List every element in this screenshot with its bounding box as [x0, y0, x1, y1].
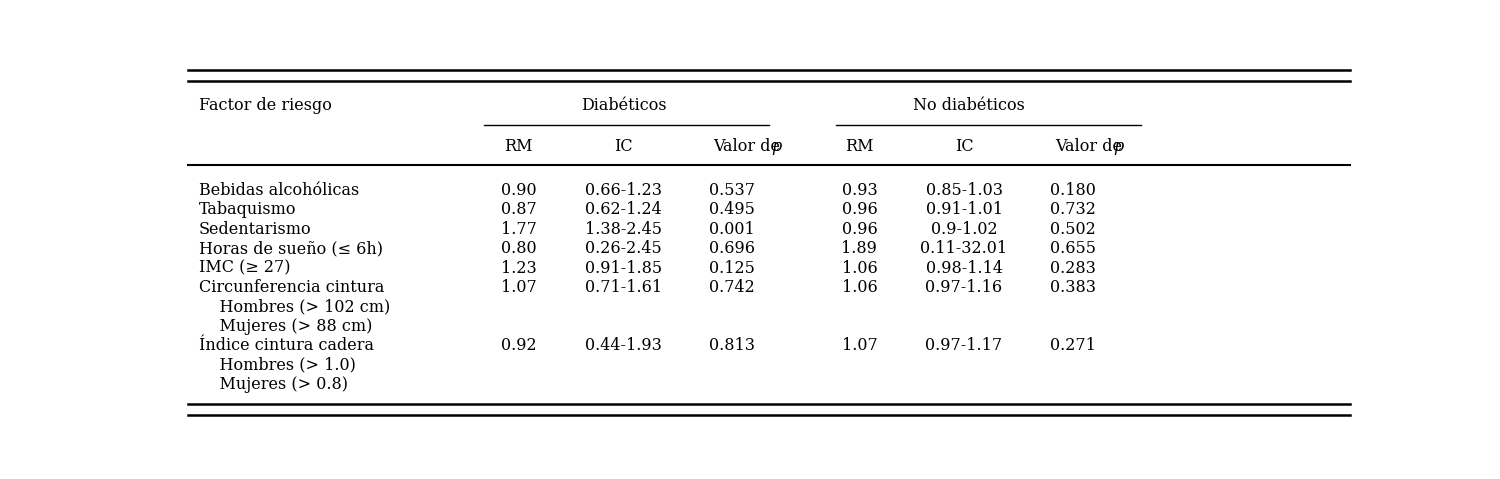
Text: 0.696: 0.696 — [708, 240, 754, 257]
Text: 0.90: 0.90 — [501, 182, 537, 199]
Text: 0.80: 0.80 — [501, 240, 537, 257]
Text: 1.06: 1.06 — [842, 260, 878, 276]
Text: 1.77: 1.77 — [501, 221, 537, 238]
Text: 0.655: 0.655 — [1050, 240, 1096, 257]
Text: 0.87: 0.87 — [501, 201, 537, 218]
Text: 0.383: 0.383 — [1050, 279, 1096, 296]
Text: 0.537: 0.537 — [708, 182, 754, 199]
Text: 0.91-1.01: 0.91-1.01 — [926, 201, 1002, 218]
Text: 1.89: 1.89 — [842, 240, 878, 257]
Text: p: p — [771, 138, 782, 155]
Text: RM: RM — [844, 138, 873, 155]
Text: Mujeres (> 88 cm): Mujeres (> 88 cm) — [200, 318, 372, 335]
Text: 0.283: 0.283 — [1050, 260, 1096, 276]
Text: Valor de: Valor de — [712, 138, 784, 155]
Text: 0.93: 0.93 — [842, 182, 878, 199]
Text: Diabéticos: Diabéticos — [580, 97, 666, 114]
Text: Hombres (> 1.0): Hombres (> 1.0) — [200, 357, 356, 374]
Text: Circunferencia cintura: Circunferencia cintura — [200, 279, 384, 296]
Text: IMC (≥ 27): IMC (≥ 27) — [200, 260, 291, 276]
Text: Valor de: Valor de — [1054, 138, 1126, 155]
Text: 1.07: 1.07 — [501, 279, 537, 296]
Text: 0.96: 0.96 — [842, 201, 878, 218]
Text: 0.742: 0.742 — [708, 279, 754, 296]
Text: 0.9-1.02: 0.9-1.02 — [930, 221, 998, 238]
Text: 0.125: 0.125 — [708, 260, 754, 276]
Text: 0.502: 0.502 — [1050, 221, 1096, 238]
Text: 0.85-1.03: 0.85-1.03 — [926, 182, 1002, 199]
Text: Hombres (> 102 cm): Hombres (> 102 cm) — [200, 298, 390, 316]
Text: Mujeres (> 0.8): Mujeres (> 0.8) — [200, 376, 348, 393]
Text: Índice cintura cadera: Índice cintura cadera — [200, 337, 374, 354]
Text: 1.06: 1.06 — [842, 279, 878, 296]
Text: 0.271: 0.271 — [1050, 337, 1096, 354]
Text: No diabéticos: No diabéticos — [914, 97, 1024, 114]
Text: 0.495: 0.495 — [708, 201, 754, 218]
Text: p: p — [1113, 138, 1124, 155]
Text: 0.97-1.17: 0.97-1.17 — [926, 337, 1002, 354]
Text: 0.44-1.93: 0.44-1.93 — [585, 337, 662, 354]
Text: 0.001: 0.001 — [708, 221, 754, 238]
Text: 0.11-32.01: 0.11-32.01 — [921, 240, 1008, 257]
Text: 0.71-1.61: 0.71-1.61 — [585, 279, 662, 296]
Text: Sedentarismo: Sedentarismo — [200, 221, 312, 238]
Text: 0.813: 0.813 — [708, 337, 754, 354]
Text: 1.38-2.45: 1.38-2.45 — [585, 221, 662, 238]
Text: 1.07: 1.07 — [842, 337, 878, 354]
Text: 0.66-1.23: 0.66-1.23 — [585, 182, 662, 199]
Text: 0.26-2.45: 0.26-2.45 — [585, 240, 662, 257]
Text: Factor de riesgo: Factor de riesgo — [200, 97, 332, 114]
Text: 0.92: 0.92 — [501, 337, 537, 354]
Text: 0.732: 0.732 — [1050, 201, 1096, 218]
Text: RM: RM — [504, 138, 532, 155]
Text: 0.98-1.14: 0.98-1.14 — [926, 260, 1002, 276]
Text: Horas de sueño (≤ 6h): Horas de sueño (≤ 6h) — [200, 240, 382, 257]
Text: 0.97-1.16: 0.97-1.16 — [926, 279, 1002, 296]
Text: IC: IC — [614, 138, 633, 155]
Text: 1.23: 1.23 — [501, 260, 537, 276]
Text: 0.96: 0.96 — [842, 221, 878, 238]
Text: 0.62-1.24: 0.62-1.24 — [585, 201, 662, 218]
Text: Tabaquismo: Tabaquismo — [200, 201, 297, 218]
Text: 0.180: 0.180 — [1050, 182, 1096, 199]
Text: 0.91-1.85: 0.91-1.85 — [585, 260, 662, 276]
Text: Bebidas alcohólicas: Bebidas alcohólicas — [200, 182, 360, 199]
Text: IC: IC — [954, 138, 974, 155]
